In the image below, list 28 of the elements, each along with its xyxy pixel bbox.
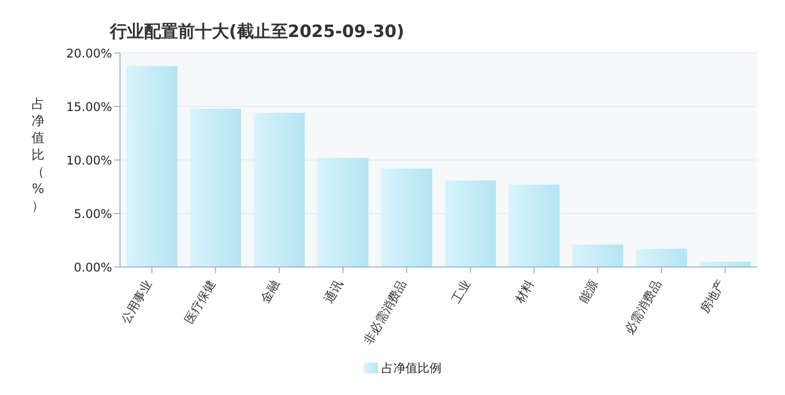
y-tick-label: 15.00% [66,100,112,114]
y-tick-label: 20.00% [66,46,112,60]
y-tick-label: 0.00% [74,260,112,274]
y-axis-title: 占净值比（%） [30,96,46,215]
bar [636,248,687,267]
y-tick-label: 10.00% [66,153,112,168]
x-tick-label: 医疗保健 [182,278,218,326]
bar [317,158,368,267]
bar [190,108,242,267]
x-tick-label: 工业 [448,278,473,306]
x-tick-label: 房地产 [698,278,728,316]
x-tick-label: 材料 [512,278,537,306]
legend-label: 占净值比例 [382,361,442,375]
x-tick-label: 通讯 [321,278,346,306]
bar [381,168,432,267]
x-tick-label: 非必需消费品 [361,278,410,347]
x-tick-label: 能源 [576,278,600,306]
bar [700,262,751,267]
x-tick-label: 金融 [258,278,282,306]
x-tick-label: 必需消费品 [622,278,664,336]
bar [444,180,496,267]
bar [126,66,178,267]
chart-title: 行业配置前十大(截止至2025-09-30) [110,21,404,43]
bar [572,244,624,267]
y-tick-label: 5.00% [74,206,112,221]
bar [508,184,560,267]
x-tick-label: 公用事业 [118,278,154,326]
bar [254,112,305,267]
